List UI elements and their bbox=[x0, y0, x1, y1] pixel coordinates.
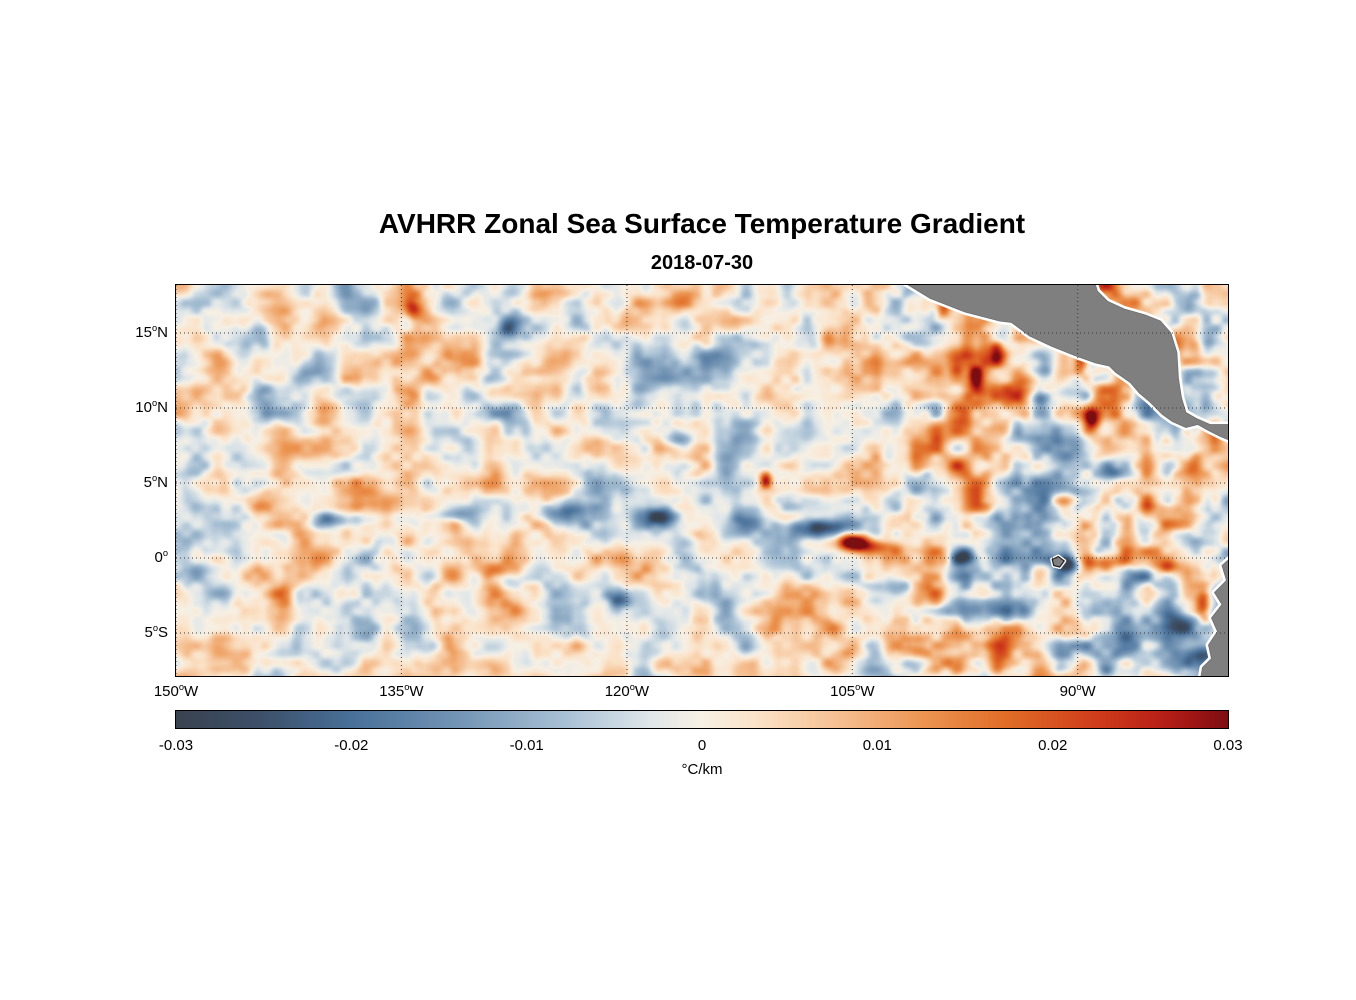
chart-title: AVHRR Zonal Sea Surface Temperature Grad… bbox=[378, 208, 1026, 239]
colorbar bbox=[175, 710, 1229, 729]
x-tick-label: 120oW bbox=[604, 682, 650, 700]
map-overlay bbox=[176, 285, 1228, 676]
y-tick-label: 0o bbox=[154, 548, 168, 567]
land-mask-galapagos bbox=[1051, 555, 1065, 568]
colorbar-unit-label: °C/km bbox=[681, 761, 723, 778]
colorbar-ticks: -0.03 -0.02 -0.01 0 0.01 0.02 0.03 bbox=[159, 737, 1243, 757]
sst-gradient-field-canvas bbox=[176, 285, 1228, 676]
x-tick-label: 105oW bbox=[830, 682, 875, 700]
colorbar-tick-label: 0.03 bbox=[1213, 737, 1243, 754]
colorbar-tick-label: 0 bbox=[697, 737, 707, 754]
colorbar-tick-label: 0.02 bbox=[1038, 737, 1068, 754]
y-tick-label: 10oN bbox=[135, 398, 168, 417]
y-axis-ticks: 15oN 10oN 5oN 0o 5oS bbox=[0, 285, 168, 676]
x-tick-label: 90oW bbox=[1059, 682, 1096, 700]
map-plot-area bbox=[175, 284, 1229, 677]
x-tick-label: 135oW bbox=[379, 682, 424, 700]
colorbar-tick-label: -0.02 bbox=[334, 737, 369, 754]
y-tick-label: 5oN bbox=[143, 473, 168, 492]
y-tick-label: 15oN bbox=[135, 323, 168, 342]
land-mask-south-america bbox=[1200, 559, 1228, 676]
x-tick-label: 150oW bbox=[153, 682, 199, 700]
x-axis-ticks: 150oW 135oW 120oW 105oW 90oW bbox=[154, 682, 1228, 707]
chart-date: 2018-07-30 bbox=[650, 252, 754, 274]
colorbar-tick-label: -0.01 bbox=[509, 737, 544, 754]
land-mask-central-america bbox=[907, 285, 1228, 441]
y-tick-label: 5oS bbox=[144, 623, 168, 642]
colorbar-tick-label: 0.01 bbox=[862, 737, 892, 754]
colorbar-tick-label: -0.03 bbox=[158, 737, 194, 754]
